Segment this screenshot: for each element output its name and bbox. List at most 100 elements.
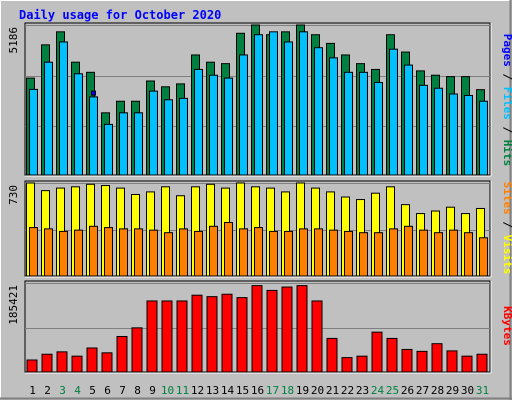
x-tick-label-day-14: 14 (221, 384, 235, 397)
bar-sites-day-26 (404, 225, 413, 277)
bar-kbytes-day-3 (56, 351, 68, 373)
x-tick-label-day-7: 7 (119, 384, 126, 397)
legend-separator: / (501, 215, 512, 235)
x-tick-label-day-31: 31 (476, 384, 489, 397)
legend-entry-visits: Visits (501, 235, 512, 275)
bar-kbytes-day-23 (356, 355, 368, 373)
bar-files-day-26 (404, 64, 413, 176)
legend-entry-hits: Hits (501, 140, 512, 167)
bar-kbytes-day-28 (431, 343, 443, 373)
x-tick-label-day-19: 19 (296, 384, 309, 397)
legend-entry-pages: Pages (501, 34, 512, 67)
bar-files-day-15 (239, 54, 248, 176)
bar-sites-day-5 (89, 225, 98, 277)
x-tick-label-day-16: 16 (251, 384, 264, 397)
x-axis-day-labels: 1 2 3 4 5 6 7 8 9 10 11 12 13 14 15 16 17 18 19 20 21 22 23 24 2… (29, 384, 489, 397)
x-tick-label-day-15: 15 (236, 384, 249, 397)
bar-files-day-25 (389, 48, 398, 176)
bar-files-day-17 (269, 31, 278, 176)
bar-sites-day-23 (359, 232, 368, 277)
bar-sites-day-1 (29, 227, 38, 277)
panel-kbytes: 185421 KBytes (7, 280, 512, 374)
x-tick-label-day-22: 22 (341, 384, 354, 397)
x-tick-label-day-26: 26 (401, 384, 414, 397)
bar-files-day-8 (134, 112, 143, 176)
bar-files-day-3 (59, 41, 68, 176)
bar-sites-day-29 (449, 229, 458, 277)
bar-sites-day-30 (464, 232, 473, 277)
bar-files-day-6 (104, 123, 113, 176)
x-tick-label-day-18: 18 (281, 384, 294, 397)
bar-kbytes-day-20 (311, 300, 323, 373)
bar-files-day-7 (119, 112, 128, 176)
x-tick-label-day-8: 8 (134, 384, 141, 397)
bar-sites-day-8 (134, 228, 143, 277)
legend-separator: / (501, 120, 512, 140)
bar-sites-day-3 (59, 230, 68, 277)
bar-kbytes-day-22 (341, 357, 353, 373)
bar-kbytes-day-9 (146, 300, 158, 373)
bar-sites-day-15 (239, 228, 248, 277)
bar-files-day-18 (284, 41, 293, 176)
bar-sites-day-17 (269, 230, 278, 277)
x-tick-label-day-1: 1 (29, 384, 36, 397)
bar-files-day-12 (194, 68, 203, 176)
bar-files-day-14 (224, 77, 233, 176)
x-tick-label-day-10: 10 (161, 384, 174, 397)
bar-kbytes-day-17 (266, 289, 278, 373)
bar-kbytes-day-10 (161, 300, 173, 373)
bar-files-day-5 (89, 96, 98, 176)
bar-sites-day-22 (344, 230, 353, 277)
bar-files-day-29 (449, 93, 458, 176)
bar-sites-day-18 (284, 230, 293, 277)
bar-kbytes-day-15 (236, 297, 248, 373)
bar-kbytes-day-25 (386, 337, 398, 373)
bar-sites-day-6 (104, 227, 113, 277)
x-tick-label-day-28: 28 (431, 384, 444, 397)
bar-files-day-21 (329, 57, 338, 176)
bar-kbytes-day-13 (206, 296, 218, 373)
bar-kbytes-day-21 (326, 337, 338, 373)
bar-sites-day-31 (479, 237, 488, 277)
x-tick-label-day-12: 12 (191, 384, 204, 397)
legend-kbytes: KBytes (501, 306, 512, 346)
bar-sites-day-11 (179, 228, 188, 277)
bar-sites-day-7 (119, 228, 128, 277)
legend-visits-sites: Sites / Visits (501, 182, 512, 275)
bar-kbytes-day-24 (371, 331, 383, 373)
bar-files-day-24 (374, 81, 383, 176)
x-tick-label-day-25: 25 (386, 384, 399, 397)
bar-sites-day-10 (164, 232, 173, 277)
bar-sites-day-20 (314, 228, 323, 277)
bar-kbytes-day-4 (71, 355, 83, 373)
x-tick-label-day-13: 13 (206, 384, 219, 397)
bar-kbytes-day-26 (401, 348, 413, 373)
bar-files-day-10 (164, 99, 173, 176)
bar-kbytes-day-1 (26, 359, 38, 373)
bar-files-day-2 (44, 61, 53, 176)
x-tick-label-day-9: 9 (149, 384, 156, 397)
x-tick-label-day-29: 29 (446, 384, 459, 397)
x-tick-label-day-4: 4 (74, 384, 81, 397)
y-max-label: 185421 (7, 285, 20, 325)
bar-kbytes-day-2 (41, 353, 53, 373)
bar-kbytes-day-14 (221, 293, 233, 373)
bar-files-day-1 (29, 88, 38, 176)
bar-sites-day-21 (329, 229, 338, 277)
bar-kbytes-day-30 (461, 355, 473, 373)
bar-sites-day-19 (299, 228, 308, 277)
bar-sites-day-27 (419, 229, 428, 277)
bar-sites-day-12 (194, 230, 203, 277)
bar-kbytes-day-11 (176, 300, 188, 373)
x-tick-label-day-17: 17 (266, 384, 279, 397)
y-max-label: 730 (7, 185, 20, 205)
x-tick-label-day-27: 27 (416, 384, 429, 397)
x-tick-label-day-30: 30 (461, 384, 474, 397)
bar-files-day-11 (179, 97, 188, 176)
x-tick-label-day-11: 11 (176, 384, 189, 397)
bar-kbytes-day-18 (281, 286, 293, 373)
x-tick-label-day-21: 21 (326, 384, 339, 397)
bar-files-day-30 (464, 94, 473, 176)
bar-files-day-28 (434, 87, 443, 176)
